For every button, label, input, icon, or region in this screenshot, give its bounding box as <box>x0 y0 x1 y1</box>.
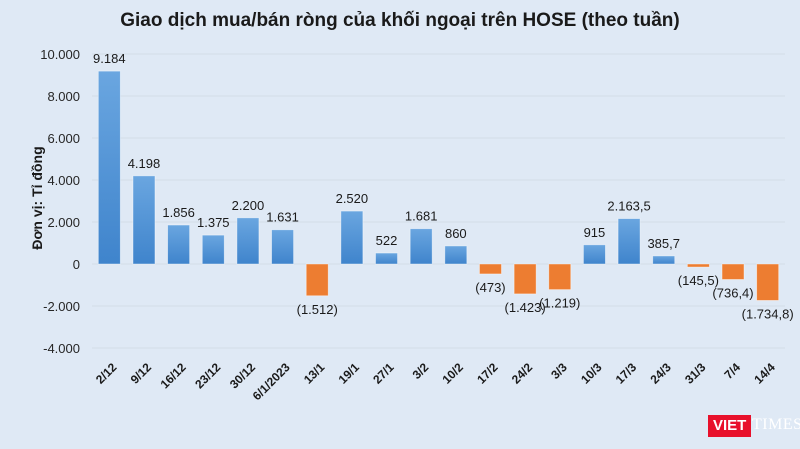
bar <box>236 217 260 265</box>
bar <box>756 263 780 301</box>
data-label: 1.856 <box>162 205 195 220</box>
y-tick-label: -2.000 <box>43 299 80 314</box>
x-tick-label: 14/4 <box>751 360 778 387</box>
bar <box>340 210 364 265</box>
data-label: 1.681 <box>405 209 438 224</box>
viettimes-logo: VIET TIMES <box>708 410 800 440</box>
bar <box>479 263 502 275</box>
data-label: 4.198 <box>128 156 161 171</box>
x-tick-label: 24/2 <box>509 360 536 387</box>
bar <box>375 252 398 265</box>
x-tick-label: 23/12 <box>192 360 223 391</box>
x-tick-label: 16/12 <box>158 360 189 391</box>
x-tick-label: 9/12 <box>128 360 155 387</box>
x-axis-labels: 2/12 9/12 16/12 23/12 30/126/1/2023 13/1 19/1 2… <box>93 360 778 403</box>
data-label: 9.184 <box>93 51 126 66</box>
x-tick-label: 6/1/2023 <box>250 360 293 403</box>
bar <box>97 70 121 265</box>
data-label: (1.423) <box>505 300 546 315</box>
logo-times: TIMES <box>752 416 800 433</box>
data-label: 915 <box>584 225 606 240</box>
x-tick-label: 10/2 <box>440 360 467 387</box>
data-label: (1.734,8) <box>742 306 794 321</box>
y-axis-ticks: 10.000 8.000 6.000 4.000 2.000 0 -2.000 -4.000 <box>40 47 80 356</box>
bar <box>583 244 606 265</box>
bar <box>617 218 641 265</box>
data-label: 860 <box>445 226 467 241</box>
y-tick-label: 6.000 <box>47 131 80 146</box>
bar <box>444 245 468 265</box>
x-tick-label: 3/2 <box>410 360 432 382</box>
x-tick-label: 19/1 <box>336 360 363 387</box>
y-tick-label: 2.000 <box>47 215 80 230</box>
bar <box>271 229 294 265</box>
gridlines <box>92 53 785 349</box>
x-tick-label: 24/3 <box>647 360 674 387</box>
data-label: 2.520 <box>336 191 369 206</box>
bar <box>548 263 572 290</box>
x-tick-label: 2/12 <box>93 360 120 387</box>
bar <box>409 228 433 265</box>
x-tick-label: 31/3 <box>682 360 709 387</box>
x-tick-label: 17/3 <box>613 360 640 387</box>
data-label: 1.375 <box>197 215 230 230</box>
x-tick-label: 7/4 <box>721 360 743 382</box>
bar <box>201 234 225 265</box>
data-label: (473) <box>475 280 505 295</box>
data-label: (1.512) <box>297 302 338 317</box>
bar <box>652 255 676 265</box>
bar <box>167 224 191 265</box>
bar <box>721 263 745 280</box>
data-label: (736,4) <box>712 285 753 300</box>
bar <box>132 175 156 265</box>
x-tick-label: 30/12 <box>227 360 258 391</box>
data-label: (1.219) <box>539 296 580 311</box>
data-label: 385,7 <box>647 236 680 251</box>
logo-viet: VIET <box>708 415 752 437</box>
data-label: 2.200 <box>232 198 265 213</box>
data-label: (145,5) <box>678 273 719 288</box>
y-tick-label: -4.000 <box>43 341 80 356</box>
chart-title: Giao dịch mua/bán ròng của khối ngoại tr… <box>120 10 680 31</box>
data-label: 522 <box>376 233 398 248</box>
y-tick-label: 10.000 <box>40 47 80 62</box>
x-tick-label: 13/1 <box>301 360 328 387</box>
x-tick-label: 3/3 <box>548 360 570 382</box>
data-label: 1.631 <box>266 210 299 225</box>
y-tick-label: 0 <box>73 257 80 272</box>
bar <box>686 263 710 268</box>
y-tick-label: 4.000 <box>47 173 80 188</box>
y-tick-label: 8.000 <box>47 89 80 104</box>
x-tick-label: 17/2 <box>474 360 501 387</box>
bar <box>305 263 329 297</box>
x-tick-label: 27/1 <box>370 360 397 387</box>
data-label: 2.163,5 <box>607 199 650 214</box>
bars <box>97 70 780 301</box>
x-tick-label: 10/3 <box>578 360 605 387</box>
bar <box>513 263 537 295</box>
